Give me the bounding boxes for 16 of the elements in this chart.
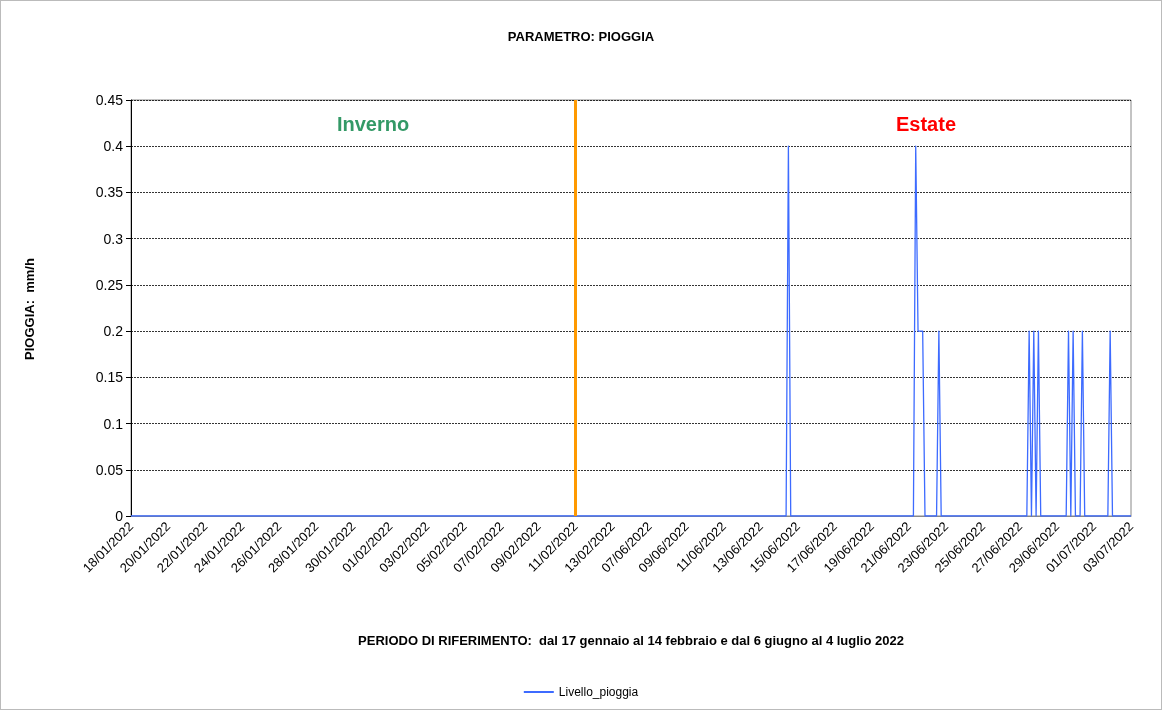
y-tick-label: 0.3 [103, 230, 124, 247]
chart-title: PARAMETRO: PIOGGIA [507, 29, 655, 44]
y-tick-label: 0.35 [95, 184, 124, 201]
annotation: Estate [895, 113, 957, 135]
annotation: Inverno [336, 113, 410, 135]
x-axis-title: PERIODO DI RIFERIMENTO: dal 17 gennaio al 14 febbraio e dal 6 giugno al 4 luglio 2022 [358, 633, 904, 648]
y-tick-label: 0.45 [95, 92, 124, 108]
y-tick-label: 0.2 [103, 323, 124, 340]
legend-label: Livello_pioggia [558, 685, 639, 699]
y-tick-label: 0 [115, 508, 124, 524]
y-tick-label: 0.1 [103, 415, 124, 432]
y-tick-label: 0.4 [103, 138, 124, 155]
y-tick-label: 0.25 [95, 276, 124, 293]
y-axis-title: PIOGGIA: mm/h [21, 258, 37, 360]
y-tick-label: 0.05 [95, 461, 124, 478]
y-tick-label: 0.15 [95, 369, 124, 386]
